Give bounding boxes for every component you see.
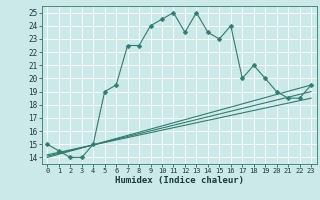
X-axis label: Humidex (Indice chaleur): Humidex (Indice chaleur) <box>115 176 244 185</box>
